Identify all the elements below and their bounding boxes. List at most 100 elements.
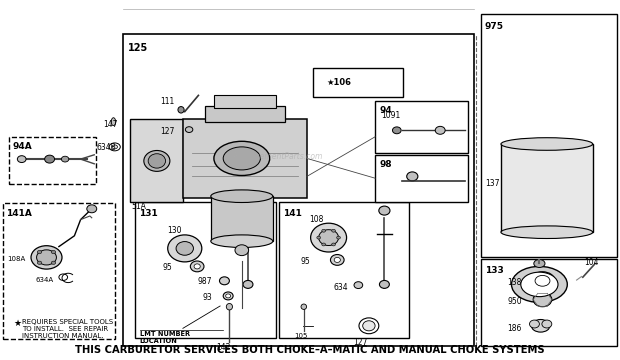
Text: 138: 138 <box>507 278 521 287</box>
Text: 975: 975 <box>485 22 504 31</box>
Ellipse shape <box>334 257 340 262</box>
Text: THIS CARBURETOR SERVICES BOTH CHOKE–A–MATIC AND MANUAL CHOKE SYSTEMS: THIS CARBURETOR SERVICES BOTH CHOKE–A–MA… <box>75 345 545 355</box>
Ellipse shape <box>512 266 567 302</box>
Text: 95: 95 <box>162 263 172 271</box>
Ellipse shape <box>332 243 335 246</box>
Ellipse shape <box>59 274 68 280</box>
Ellipse shape <box>111 118 115 126</box>
Ellipse shape <box>17 156 26 162</box>
Ellipse shape <box>322 229 326 232</box>
Bar <box>135 202 276 338</box>
Text: 131: 131 <box>140 209 158 218</box>
Ellipse shape <box>533 292 552 307</box>
Text: ★106: ★106 <box>327 78 352 87</box>
Ellipse shape <box>392 127 401 134</box>
Ellipse shape <box>534 260 545 267</box>
Text: 125: 125 <box>128 43 148 53</box>
Text: LMT NUMBER
LOCATION: LMT NUMBER LOCATION <box>140 331 190 344</box>
Ellipse shape <box>311 223 347 252</box>
Ellipse shape <box>37 250 56 265</box>
Bar <box>9 137 96 184</box>
Ellipse shape <box>185 127 193 132</box>
Ellipse shape <box>167 235 202 262</box>
Text: 147: 147 <box>103 120 117 129</box>
Ellipse shape <box>407 172 418 181</box>
Ellipse shape <box>31 246 62 269</box>
Text: 51A: 51A <box>131 202 146 211</box>
Text: 130: 130 <box>167 226 182 235</box>
Text: 105: 105 <box>294 333 308 338</box>
Text: 634: 634 <box>334 283 348 292</box>
Ellipse shape <box>535 275 550 286</box>
Text: 108A: 108A <box>7 256 25 262</box>
Text: 93: 93 <box>202 292 212 302</box>
Bar <box>183 119 307 198</box>
Ellipse shape <box>194 264 200 269</box>
Ellipse shape <box>521 272 558 297</box>
Ellipse shape <box>243 280 253 288</box>
Ellipse shape <box>542 320 552 328</box>
Text: eReplacementParts.com: eReplacementParts.com <box>229 152 322 161</box>
Ellipse shape <box>529 320 539 328</box>
Ellipse shape <box>190 261 204 272</box>
Text: 1091: 1091 <box>381 111 401 120</box>
Text: 98: 98 <box>379 160 392 169</box>
Text: 94A: 94A <box>12 142 32 151</box>
Ellipse shape <box>226 303 232 310</box>
Ellipse shape <box>176 242 193 255</box>
Text: 634B: 634B <box>96 143 116 152</box>
Text: 127: 127 <box>160 127 174 136</box>
Ellipse shape <box>223 147 260 170</box>
Ellipse shape <box>319 230 339 246</box>
Bar <box>279 202 409 338</box>
Ellipse shape <box>87 205 97 213</box>
Text: 104: 104 <box>585 258 599 267</box>
Text: ★: ★ <box>14 319 22 328</box>
Text: 141A: 141A <box>6 209 32 218</box>
Ellipse shape <box>112 145 118 149</box>
Ellipse shape <box>235 245 249 256</box>
Ellipse shape <box>144 150 170 171</box>
Bar <box>375 155 468 202</box>
Ellipse shape <box>379 280 389 288</box>
Bar <box>501 144 593 232</box>
Bar <box>3 203 115 339</box>
Ellipse shape <box>219 277 229 285</box>
Ellipse shape <box>330 255 344 265</box>
Ellipse shape <box>148 154 166 168</box>
Ellipse shape <box>211 235 273 248</box>
Ellipse shape <box>37 261 42 264</box>
Text: 111: 111 <box>160 97 174 106</box>
Text: 127: 127 <box>353 338 368 347</box>
Text: 141: 141 <box>283 209 302 218</box>
Ellipse shape <box>61 156 69 162</box>
Ellipse shape <box>531 320 550 332</box>
Text: 186: 186 <box>507 324 521 333</box>
Ellipse shape <box>322 243 326 246</box>
Text: REQUIRES SPECIAL TOOLS
TO INSTALL.  SEE REPAIR
INSTRUCTION MANUAL.: REQUIRES SPECIAL TOOLS TO INSTALL. SEE R… <box>22 319 113 339</box>
Bar <box>313 68 403 97</box>
Text: 142: 142 <box>216 343 230 352</box>
Ellipse shape <box>332 229 335 232</box>
Bar <box>375 101 468 153</box>
Bar <box>123 34 474 346</box>
Ellipse shape <box>359 318 379 334</box>
Text: 133: 133 <box>485 266 503 275</box>
Text: 137: 137 <box>485 179 499 188</box>
Ellipse shape <box>501 138 593 150</box>
Bar <box>480 259 617 346</box>
Bar <box>211 196 273 241</box>
Bar <box>480 14 617 257</box>
Ellipse shape <box>501 226 593 238</box>
Ellipse shape <box>317 236 321 239</box>
Ellipse shape <box>242 206 254 215</box>
Text: 987: 987 <box>197 277 211 286</box>
Ellipse shape <box>530 272 555 290</box>
Ellipse shape <box>226 294 231 298</box>
Ellipse shape <box>363 321 375 331</box>
Text: 94: 94 <box>379 106 392 115</box>
Ellipse shape <box>379 206 390 215</box>
Ellipse shape <box>51 261 56 264</box>
Ellipse shape <box>178 107 184 113</box>
Bar <box>214 95 276 108</box>
